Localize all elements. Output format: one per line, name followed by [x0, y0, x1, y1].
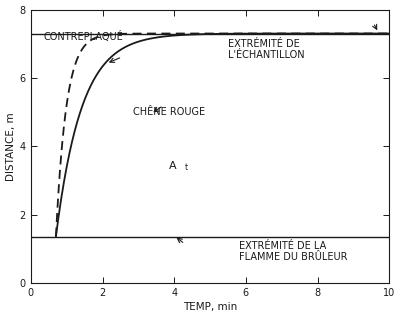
Text: A: A — [169, 161, 176, 171]
Text: CONTREPLAQUÉ: CONTREPLAQUÉ — [43, 31, 123, 42]
Text: EXTRÉMITÉ DE
L'ÉCHANTILLON: EXTRÉMITÉ DE L'ÉCHANTILLON — [228, 39, 305, 60]
Y-axis label: DISTANCE, m: DISTANCE, m — [6, 112, 16, 181]
X-axis label: TEMP, min: TEMP, min — [183, 302, 237, 313]
Text: EXTRÉMITÉ DE LA
FLAMME DU BRÛLEUR: EXTRÉMITÉ DE LA FLAMME DU BRÛLEUR — [239, 241, 347, 262]
Text: t: t — [185, 163, 188, 172]
Text: CHÊNE ROUGE: CHÊNE ROUGE — [133, 107, 205, 117]
